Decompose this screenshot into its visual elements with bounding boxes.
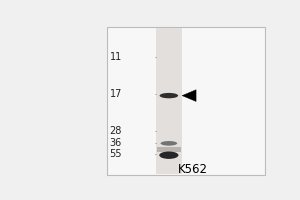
FancyBboxPatch shape [107, 27, 266, 175]
Ellipse shape [160, 93, 178, 98]
Text: K562: K562 [178, 163, 208, 176]
Text: 17: 17 [110, 89, 122, 99]
Polygon shape [182, 90, 196, 101]
Text: 11: 11 [110, 52, 122, 62]
FancyBboxPatch shape [156, 28, 182, 174]
Ellipse shape [159, 152, 178, 159]
Text: 55: 55 [110, 149, 122, 159]
Ellipse shape [160, 141, 177, 146]
Text: 28: 28 [110, 126, 122, 136]
Text: 36: 36 [110, 138, 122, 148]
FancyBboxPatch shape [157, 147, 181, 152]
